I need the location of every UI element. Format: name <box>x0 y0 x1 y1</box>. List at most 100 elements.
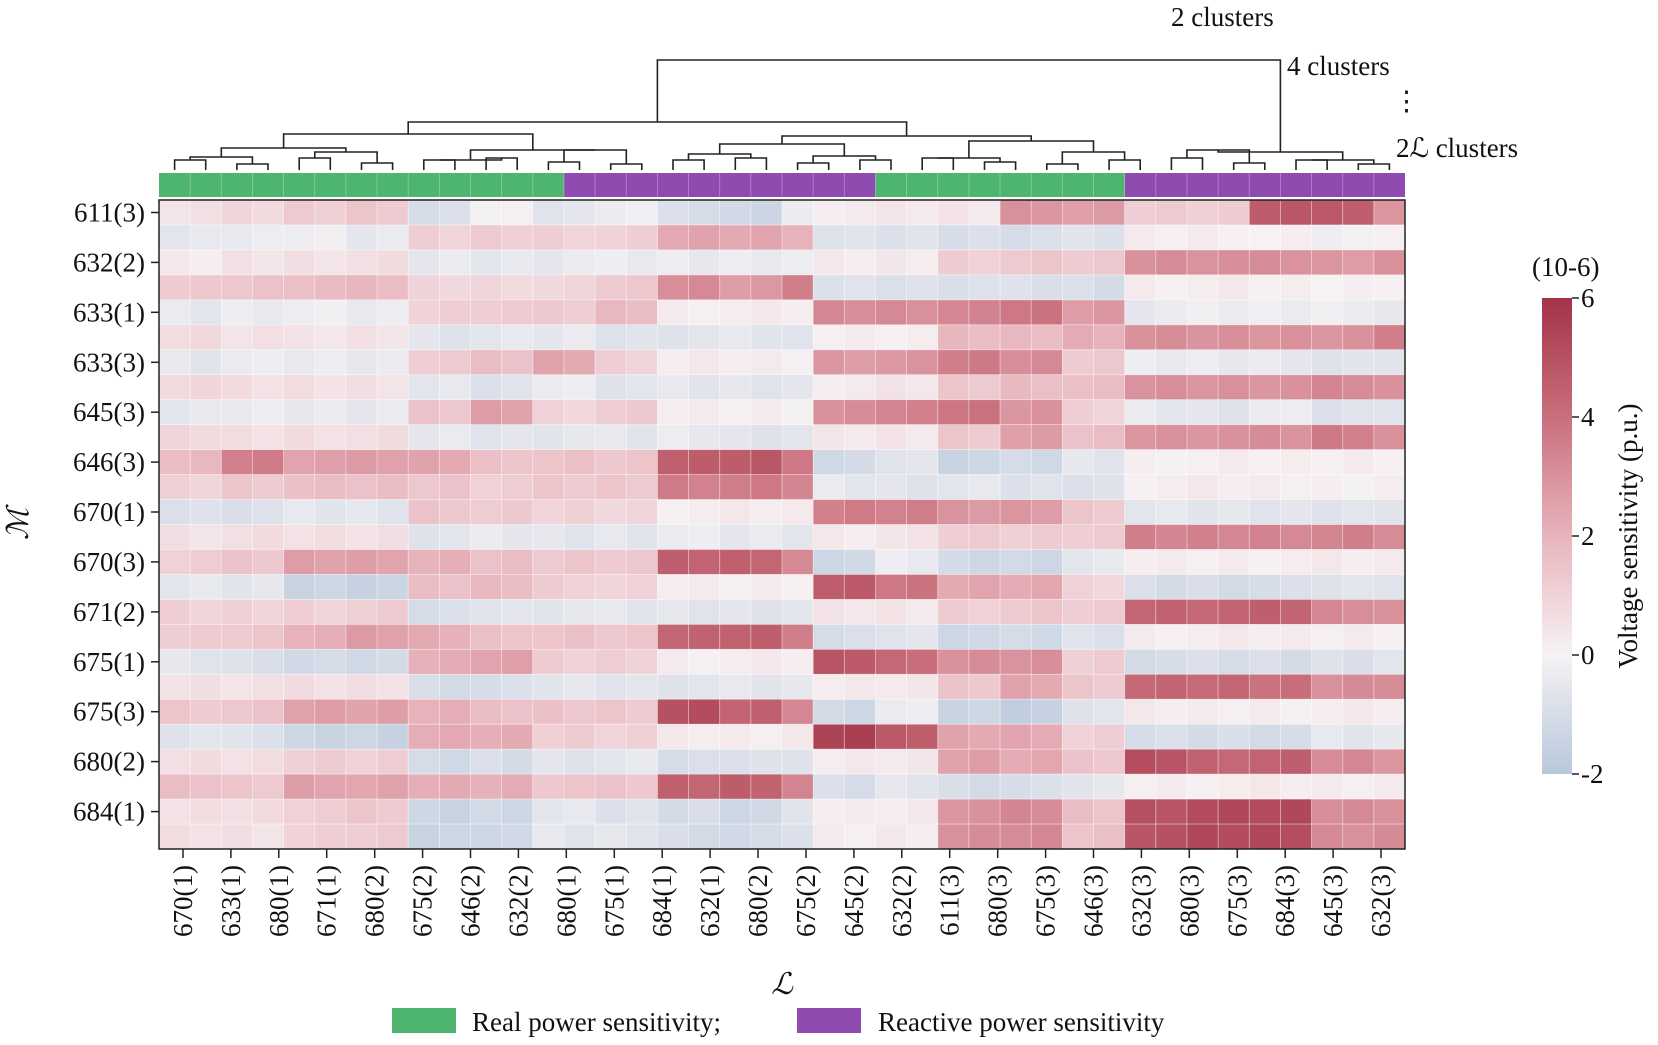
heatmap-cell <box>688 574 721 601</box>
heatmap-cell <box>1373 673 1406 701</box>
heatmap-cell <box>688 299 721 326</box>
heatmap-cell <box>594 424 628 451</box>
heatmap-cell <box>1186 574 1219 601</box>
dendrogram-link <box>1295 159 1328 170</box>
heatmap-cell <box>657 623 690 651</box>
heatmap-cell <box>843 823 877 850</box>
heatmap-cell <box>501 324 534 351</box>
heatmap-cell <box>1311 274 1344 301</box>
heatmap-cell <box>719 199 752 226</box>
heatmap-cell <box>532 499 565 526</box>
heatmap-cell <box>1311 524 1344 551</box>
heatmap-cell <box>532 224 565 251</box>
heatmap-cell <box>438 524 472 551</box>
heatmap-cell <box>438 349 472 376</box>
heatmap-cell <box>1124 424 1157 451</box>
heatmap-cell <box>501 648 534 676</box>
heatmap-cell <box>719 549 752 576</box>
heatmap-cell <box>189 723 223 750</box>
heatmap-cell <box>1093 224 1126 251</box>
heatmap-cell <box>688 474 721 501</box>
heatmap-cell <box>719 598 752 626</box>
heatmap-cell <box>781 374 814 401</box>
heatmap-cell <box>625 748 659 775</box>
heatmap-cell <box>1342 224 1375 251</box>
heatmap-cell <box>501 673 534 701</box>
heatmap-cell <box>750 798 783 825</box>
heatmap-cell <box>220 249 254 276</box>
heatmap-cell <box>283 574 316 601</box>
heatmap-cell <box>189 748 223 775</box>
heatmap-cell <box>1373 224 1406 251</box>
heatmap-cell <box>1280 474 1313 501</box>
heatmap-cell <box>781 324 814 351</box>
legend-label-reactive: Reactive power sensitivity <box>878 1007 1165 1037</box>
heatmap-cell <box>314 449 347 476</box>
x-tick-label: 633(1) <box>216 865 246 937</box>
heatmap-cell <box>189 224 223 251</box>
heatmap-cell <box>501 748 534 775</box>
heatmap-cell <box>594 324 628 351</box>
heatmap-cell <box>438 623 472 651</box>
heatmap-cell <box>750 424 783 451</box>
heatmap-cell <box>189 324 223 351</box>
heatmap-cell <box>1124 723 1157 750</box>
heatmap-cell <box>158 798 191 825</box>
heatmap-cell <box>750 499 783 526</box>
heatmap-cell <box>875 723 908 750</box>
heatmap-cell <box>283 374 316 401</box>
heatmap-cell <box>1030 748 1064 775</box>
heatmap-cell <box>719 224 752 251</box>
heatmap-cell <box>1311 698 1344 725</box>
heatmap-cell <box>1280 399 1313 426</box>
heatmap-cell <box>1186 748 1219 775</box>
heatmap-cell <box>875 399 908 426</box>
heatmap-cell <box>407 249 441 276</box>
heatmap-cell <box>843 574 877 601</box>
heatmap-cell <box>563 748 596 775</box>
heatmap-cell <box>1280 224 1313 251</box>
heatmap-cell <box>252 224 285 251</box>
heatmap-cell <box>1155 349 1188 376</box>
heatmap-cell <box>220 623 254 651</box>
heatmap-cell <box>781 249 814 276</box>
heatmap-cell <box>158 723 191 750</box>
heatmap-cell <box>1093 524 1126 551</box>
heatmap-cell <box>750 474 783 501</box>
heatmap-cell <box>750 648 783 676</box>
heatmap-cell <box>438 598 472 626</box>
heatmap-cell <box>252 723 285 750</box>
heatmap-cell <box>875 449 908 476</box>
heatmap-cell <box>1155 224 1188 251</box>
heatmap-cell <box>1342 474 1375 501</box>
heatmap-cell <box>1155 324 1188 351</box>
heatmap-cell <box>470 449 503 476</box>
heatmap-cell <box>1373 549 1406 576</box>
heatmap-cell <box>781 274 814 301</box>
heatmap-cell <box>283 224 316 251</box>
heatmap-cell <box>1280 698 1313 725</box>
heatmap-cell <box>532 449 565 476</box>
dendrogram-link <box>672 159 705 170</box>
heatmap-cell <box>781 773 814 800</box>
heatmap-cell <box>1248 524 1282 551</box>
heatmap-cell <box>781 524 814 551</box>
heatmap-cell <box>999 673 1032 701</box>
heatmap-cell <box>968 623 1001 651</box>
heatmap-cell <box>968 399 1001 426</box>
heatmap-cell <box>1217 549 1251 576</box>
heatmap-cell <box>657 574 690 601</box>
heatmap-cell <box>314 574 347 601</box>
heatmap-cell <box>252 299 285 326</box>
heatmap-cell <box>470 673 503 701</box>
heatmap-cell <box>812 349 846 376</box>
heatmap-cell <box>999 623 1032 651</box>
heatmap-cell <box>314 424 347 451</box>
heatmap-cell <box>501 623 534 651</box>
heatmap-cell <box>501 773 534 800</box>
y-tick-label: 633(1) <box>73 297 145 327</box>
heatmap-cell <box>1248 698 1282 725</box>
heatmap-cell <box>875 823 908 850</box>
heatmap-cell <box>1280 648 1313 676</box>
heatmap-cell <box>1124 399 1157 426</box>
